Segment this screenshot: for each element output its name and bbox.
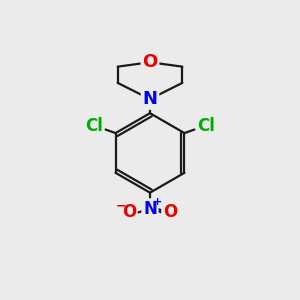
Text: Cl: Cl	[85, 117, 103, 135]
Text: O: O	[163, 203, 177, 221]
Text: −: −	[115, 200, 126, 212]
Text: O: O	[122, 203, 136, 221]
Text: N: N	[142, 90, 158, 108]
Text: Cl: Cl	[197, 117, 214, 135]
Text: O: O	[142, 53, 158, 71]
Text: N: N	[143, 200, 157, 218]
Text: +: +	[153, 197, 162, 207]
